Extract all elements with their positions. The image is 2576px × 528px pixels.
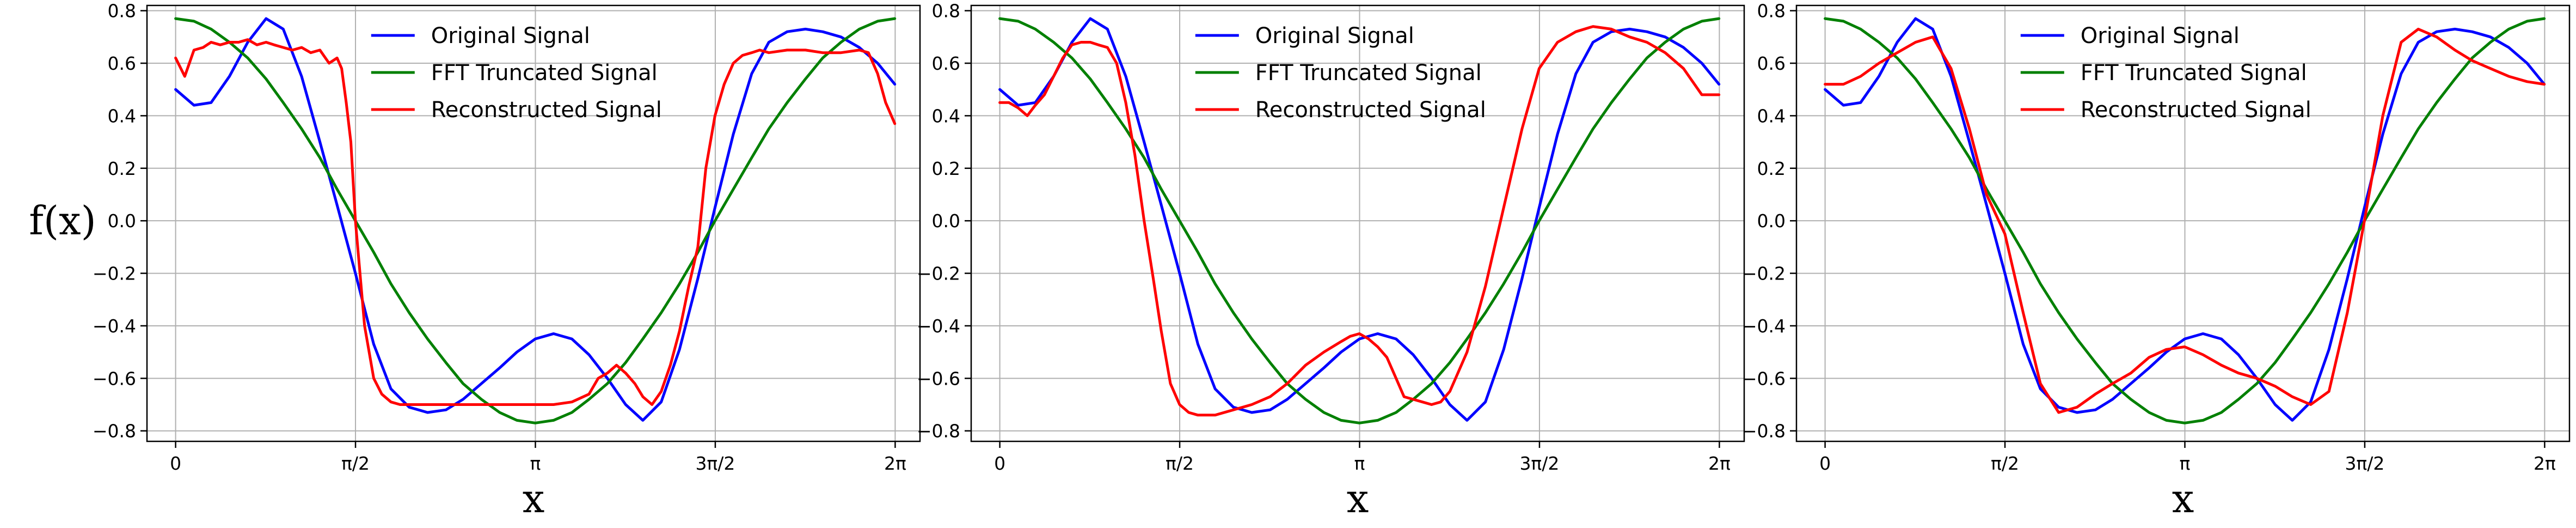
x-axis-label: x (523, 476, 545, 521)
legend-label: FFT Truncated Signal (431, 60, 658, 86)
y-tick-label: 0.4 (932, 105, 960, 126)
plot-frame (970, 4, 1745, 442)
x-tick-label: π/2 (1991, 453, 2019, 474)
x-tick-label: 2π (1708, 453, 1731, 474)
y-tick-label: −0.6 (93, 368, 136, 389)
y-tick-label: 0.8 (108, 1, 136, 22)
y-tick-label: 0.0 (108, 210, 136, 232)
y-tick-label: −0.4 (917, 315, 960, 337)
legend-label: Reconstructed Signal (2081, 98, 2311, 123)
y-tick-label: 0.8 (1757, 1, 1786, 22)
y-tick-label: −0.2 (917, 263, 960, 284)
chart-panel-1: 0.8 0.6 0.4 0.2 0.0 −0.2 −0.4 −0.6 −0.8 0 π/2 π 3π/2… (93, 1, 921, 521)
chart-panel-2: 0.8 0.6 0.4 0.2 0.0 −0.2 −0.4 −0.6 −0.8 0 π/2 π 3π/2… (917, 1, 1745, 521)
x-tick-label: 3π/2 (1519, 453, 1559, 474)
x-tick-label: 3π/2 (2345, 453, 2384, 474)
y-tick-label: 0.0 (1757, 210, 1786, 232)
x-tick-label: 0 (170, 453, 181, 474)
x-tick-label: 2π (884, 453, 906, 474)
plot-frame (1795, 4, 2571, 442)
y-tick-label: 0.4 (1757, 105, 1786, 126)
y-tick-label: 0.8 (932, 1, 960, 22)
y-tick-label: −0.8 (917, 421, 960, 442)
legend-label: FFT Truncated Signal (2081, 60, 2307, 86)
x-tick-label: π (530, 453, 541, 474)
series-line-fft-truncated-signal (174, 17, 897, 424)
y-tick-label: −0.6 (917, 368, 960, 389)
series-line-fft-truncated-signal (1824, 17, 2546, 424)
plot-frame (146, 4, 921, 442)
legend-label: FFT Truncated Signal (1255, 60, 1482, 86)
y-tick-label: −0.4 (93, 315, 136, 337)
y-tick-label: 0.6 (108, 53, 136, 74)
y-tick-label: 0.6 (1757, 53, 1786, 74)
x-tick-label: π/2 (1166, 453, 1194, 474)
y-tick-label: −0.2 (93, 263, 136, 284)
x-tick-label: 0 (994, 453, 1005, 474)
legend-label: Reconstructed Signal (1255, 98, 1486, 123)
y-tick-label: −0.2 (1742, 263, 1786, 284)
legend-label: Original Signal (431, 23, 590, 48)
y-tick-label: 0.4 (108, 105, 136, 126)
series-line-reconstructed-signal (1824, 27, 2546, 414)
y-tick-label: 0.2 (1757, 158, 1786, 179)
series-line-original-signal (998, 17, 1721, 422)
y-tick-label: −0.8 (1742, 421, 1786, 442)
x-tick-label: 2π (2534, 453, 2556, 474)
x-axis-label: x (2172, 476, 2194, 521)
series-line-reconstructed-signal (174, 38, 897, 406)
y-tick-label: −0.6 (1742, 368, 1786, 389)
chart-panel-3: 0.8 0.6 0.4 0.2 0.0 −0.2 −0.4 −0.6 −0.8 0 π/2 π 3π/2… (1742, 1, 2571, 521)
y-tick-label: 0.0 (932, 210, 960, 232)
legend-label: Original Signal (2081, 23, 2240, 48)
y-tick-label: 0.2 (108, 158, 136, 179)
legend-label: Reconstructed Signal (431, 98, 662, 123)
x-tick-label: π (2180, 453, 2191, 474)
y-tick-label: −0.8 (93, 421, 136, 442)
x-axis-label: x (1347, 476, 1369, 521)
x-tick-label: π (1354, 453, 1365, 474)
legend-label: Original Signal (1255, 23, 1414, 48)
x-tick-label: 0 (1819, 453, 1831, 474)
series-line-fft-truncated-signal (998, 17, 1721, 424)
y-tick-label: 0.6 (932, 53, 960, 74)
series-line-original-signal (174, 17, 897, 422)
series-line-reconstructed-signal (998, 25, 1721, 417)
y-tick-label: −0.4 (1742, 315, 1786, 337)
x-tick-label: π/2 (341, 453, 370, 474)
y-tick-label: 0.2 (932, 158, 960, 179)
x-tick-label: 3π/2 (695, 453, 735, 474)
y-axis-label: f(x) (29, 198, 96, 244)
